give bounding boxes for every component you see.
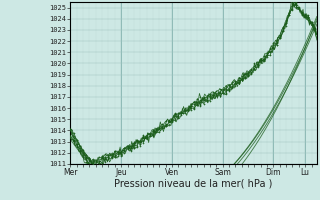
X-axis label: Pression niveau de la mer( hPa ): Pression niveau de la mer( hPa ) — [115, 179, 273, 189]
